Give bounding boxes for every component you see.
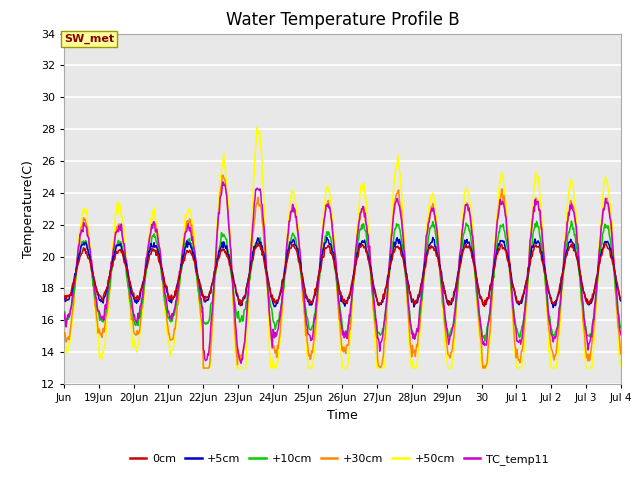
0cm xyxy=(256,242,264,248)
Line: 0cm: 0cm xyxy=(64,243,621,306)
+10cm xyxy=(60,309,68,314)
Text: SW_met: SW_met xyxy=(64,34,114,44)
TC_temp11 xyxy=(237,360,245,366)
TC_temp11 xyxy=(60,310,68,316)
+10cm xyxy=(431,227,439,233)
Line: TC_temp11: TC_temp11 xyxy=(64,182,621,363)
0cm xyxy=(125,277,133,283)
TC_temp11 xyxy=(278,300,285,306)
0cm xyxy=(401,264,408,269)
+50cm xyxy=(60,339,68,345)
+5cm xyxy=(60,294,68,300)
0cm xyxy=(481,303,488,309)
0cm xyxy=(277,287,285,293)
+30cm xyxy=(60,332,68,338)
TC_temp11 xyxy=(228,275,236,280)
TC_temp11 xyxy=(433,223,440,229)
+50cm xyxy=(200,365,207,371)
+50cm xyxy=(228,285,236,290)
+10cm xyxy=(125,289,133,295)
+30cm xyxy=(433,226,440,232)
+5cm xyxy=(432,244,440,250)
+50cm xyxy=(401,259,409,265)
+50cm xyxy=(253,124,261,130)
+10cm xyxy=(481,338,489,344)
+5cm xyxy=(400,256,408,262)
+30cm xyxy=(257,204,264,209)
Y-axis label: Temperature(C): Temperature(C) xyxy=(22,160,35,258)
Line: +30cm: +30cm xyxy=(64,175,621,368)
X-axis label: Time: Time xyxy=(327,408,358,421)
+30cm xyxy=(229,295,237,301)
+30cm xyxy=(125,295,133,301)
+10cm xyxy=(617,323,625,329)
TC_temp11 xyxy=(125,284,133,289)
Legend: 0cm, +5cm, +10cm, +30cm, +50cm, TC_temp11: 0cm, +5cm, +10cm, +30cm, +50cm, TC_temp1… xyxy=(125,450,553,469)
Line: +50cm: +50cm xyxy=(64,127,621,368)
+10cm xyxy=(276,308,284,314)
0cm xyxy=(60,293,68,299)
+10cm xyxy=(400,255,408,261)
+30cm xyxy=(278,310,285,316)
+10cm xyxy=(228,275,236,281)
Line: +10cm: +10cm xyxy=(64,221,621,341)
0cm xyxy=(617,296,625,301)
+50cm xyxy=(433,217,440,223)
+30cm xyxy=(617,351,625,357)
+5cm xyxy=(550,305,557,311)
+10cm xyxy=(568,218,575,224)
0cm xyxy=(432,249,440,254)
+30cm xyxy=(401,262,409,268)
+10cm xyxy=(255,239,263,244)
+5cm xyxy=(228,269,236,275)
Title: Water Temperature Profile B: Water Temperature Profile B xyxy=(225,11,460,29)
+5cm xyxy=(276,290,284,296)
0cm xyxy=(254,240,262,246)
+30cm xyxy=(219,172,227,178)
Line: +5cm: +5cm xyxy=(64,238,621,308)
+50cm xyxy=(278,318,285,324)
TC_temp11 xyxy=(401,258,409,264)
+50cm xyxy=(617,363,625,369)
+5cm xyxy=(429,235,436,240)
TC_temp11 xyxy=(617,332,625,337)
+50cm xyxy=(125,300,133,305)
+5cm xyxy=(617,298,625,304)
+30cm xyxy=(200,365,207,371)
+5cm xyxy=(255,239,263,244)
+50cm xyxy=(257,146,264,152)
0cm xyxy=(228,271,236,276)
TC_temp11 xyxy=(219,179,227,185)
+5cm xyxy=(125,279,133,285)
TC_temp11 xyxy=(257,190,264,196)
